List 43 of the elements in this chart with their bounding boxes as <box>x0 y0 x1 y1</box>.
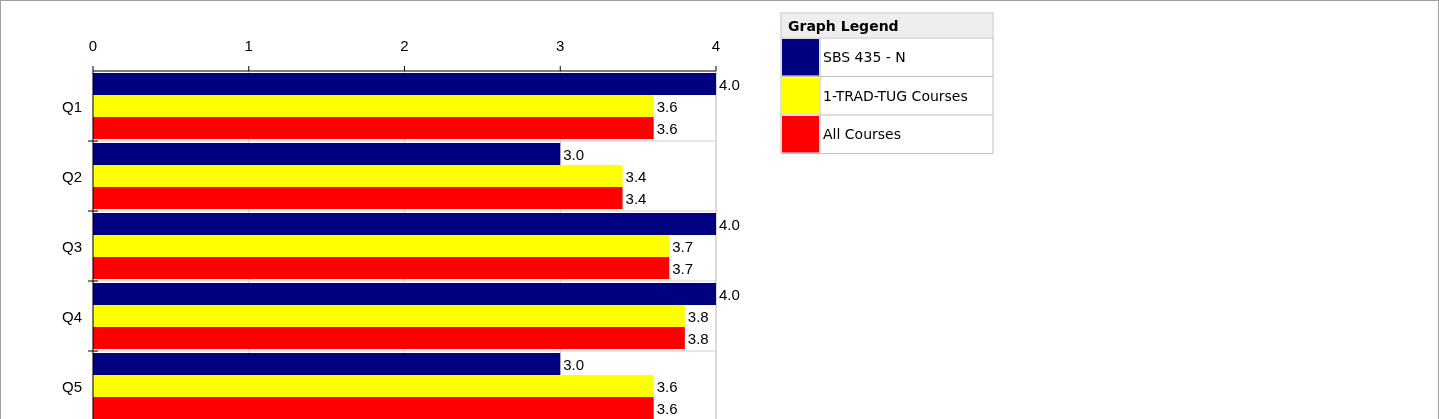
x-tick-label: 2 <box>400 37 409 54</box>
data-label: 3.4 <box>625 167 647 185</box>
text: SBS 435 - N <box>823 49 906 66</box>
bar <box>93 283 716 305</box>
x-tick-label: 4 <box>711 37 721 54</box>
y-tick-label: Q4 <box>61 307 82 325</box>
data-label: 3.6 <box>656 377 678 395</box>
y-tick-label: Q2 <box>61 167 82 185</box>
data-label: 4.0 <box>719 75 740 93</box>
bar <box>93 117 654 139</box>
data-label: 3.8 <box>687 307 709 325</box>
bar <box>93 375 654 397</box>
data-label: 3.6 <box>656 97 678 115</box>
bar <box>93 327 685 349</box>
bar <box>93 353 561 375</box>
text: 1-TRAD-TUG Courses <box>823 87 968 104</box>
data-label: 4.0 <box>719 215 740 233</box>
bar <box>93 235 670 257</box>
text: All Courses <box>823 126 901 143</box>
data-label: 3.0 <box>563 145 585 163</box>
data-label: 3.7 <box>672 237 694 255</box>
data-label: 3.6 <box>656 119 678 137</box>
x-tick-label: 3 <box>556 37 565 54</box>
y-tick-label: Q5 <box>61 377 82 395</box>
bar <box>93 257 670 279</box>
y-tick-label: Q3 <box>61 237 82 255</box>
data-label: 3.8 <box>687 329 709 347</box>
bar <box>93 165 623 187</box>
data-label: 4.0 <box>719 285 740 303</box>
data-label: 3.4 <box>625 189 647 207</box>
legend-title: Graph Legend <box>788 18 899 34</box>
bar <box>93 143 561 165</box>
data-label: 3.0 <box>563 355 585 373</box>
bar <box>93 213 716 235</box>
bar <box>93 305 685 327</box>
x-tick-label: 1 <box>244 37 253 54</box>
bar <box>93 95 654 117</box>
y-tick-label: Q1 <box>61 97 82 115</box>
bar <box>93 397 654 419</box>
x-tick-label: 0 <box>88 37 98 54</box>
data-label: 3.7 <box>672 259 694 277</box>
data-label: 3.6 <box>656 399 678 417</box>
bar <box>93 187 623 209</box>
